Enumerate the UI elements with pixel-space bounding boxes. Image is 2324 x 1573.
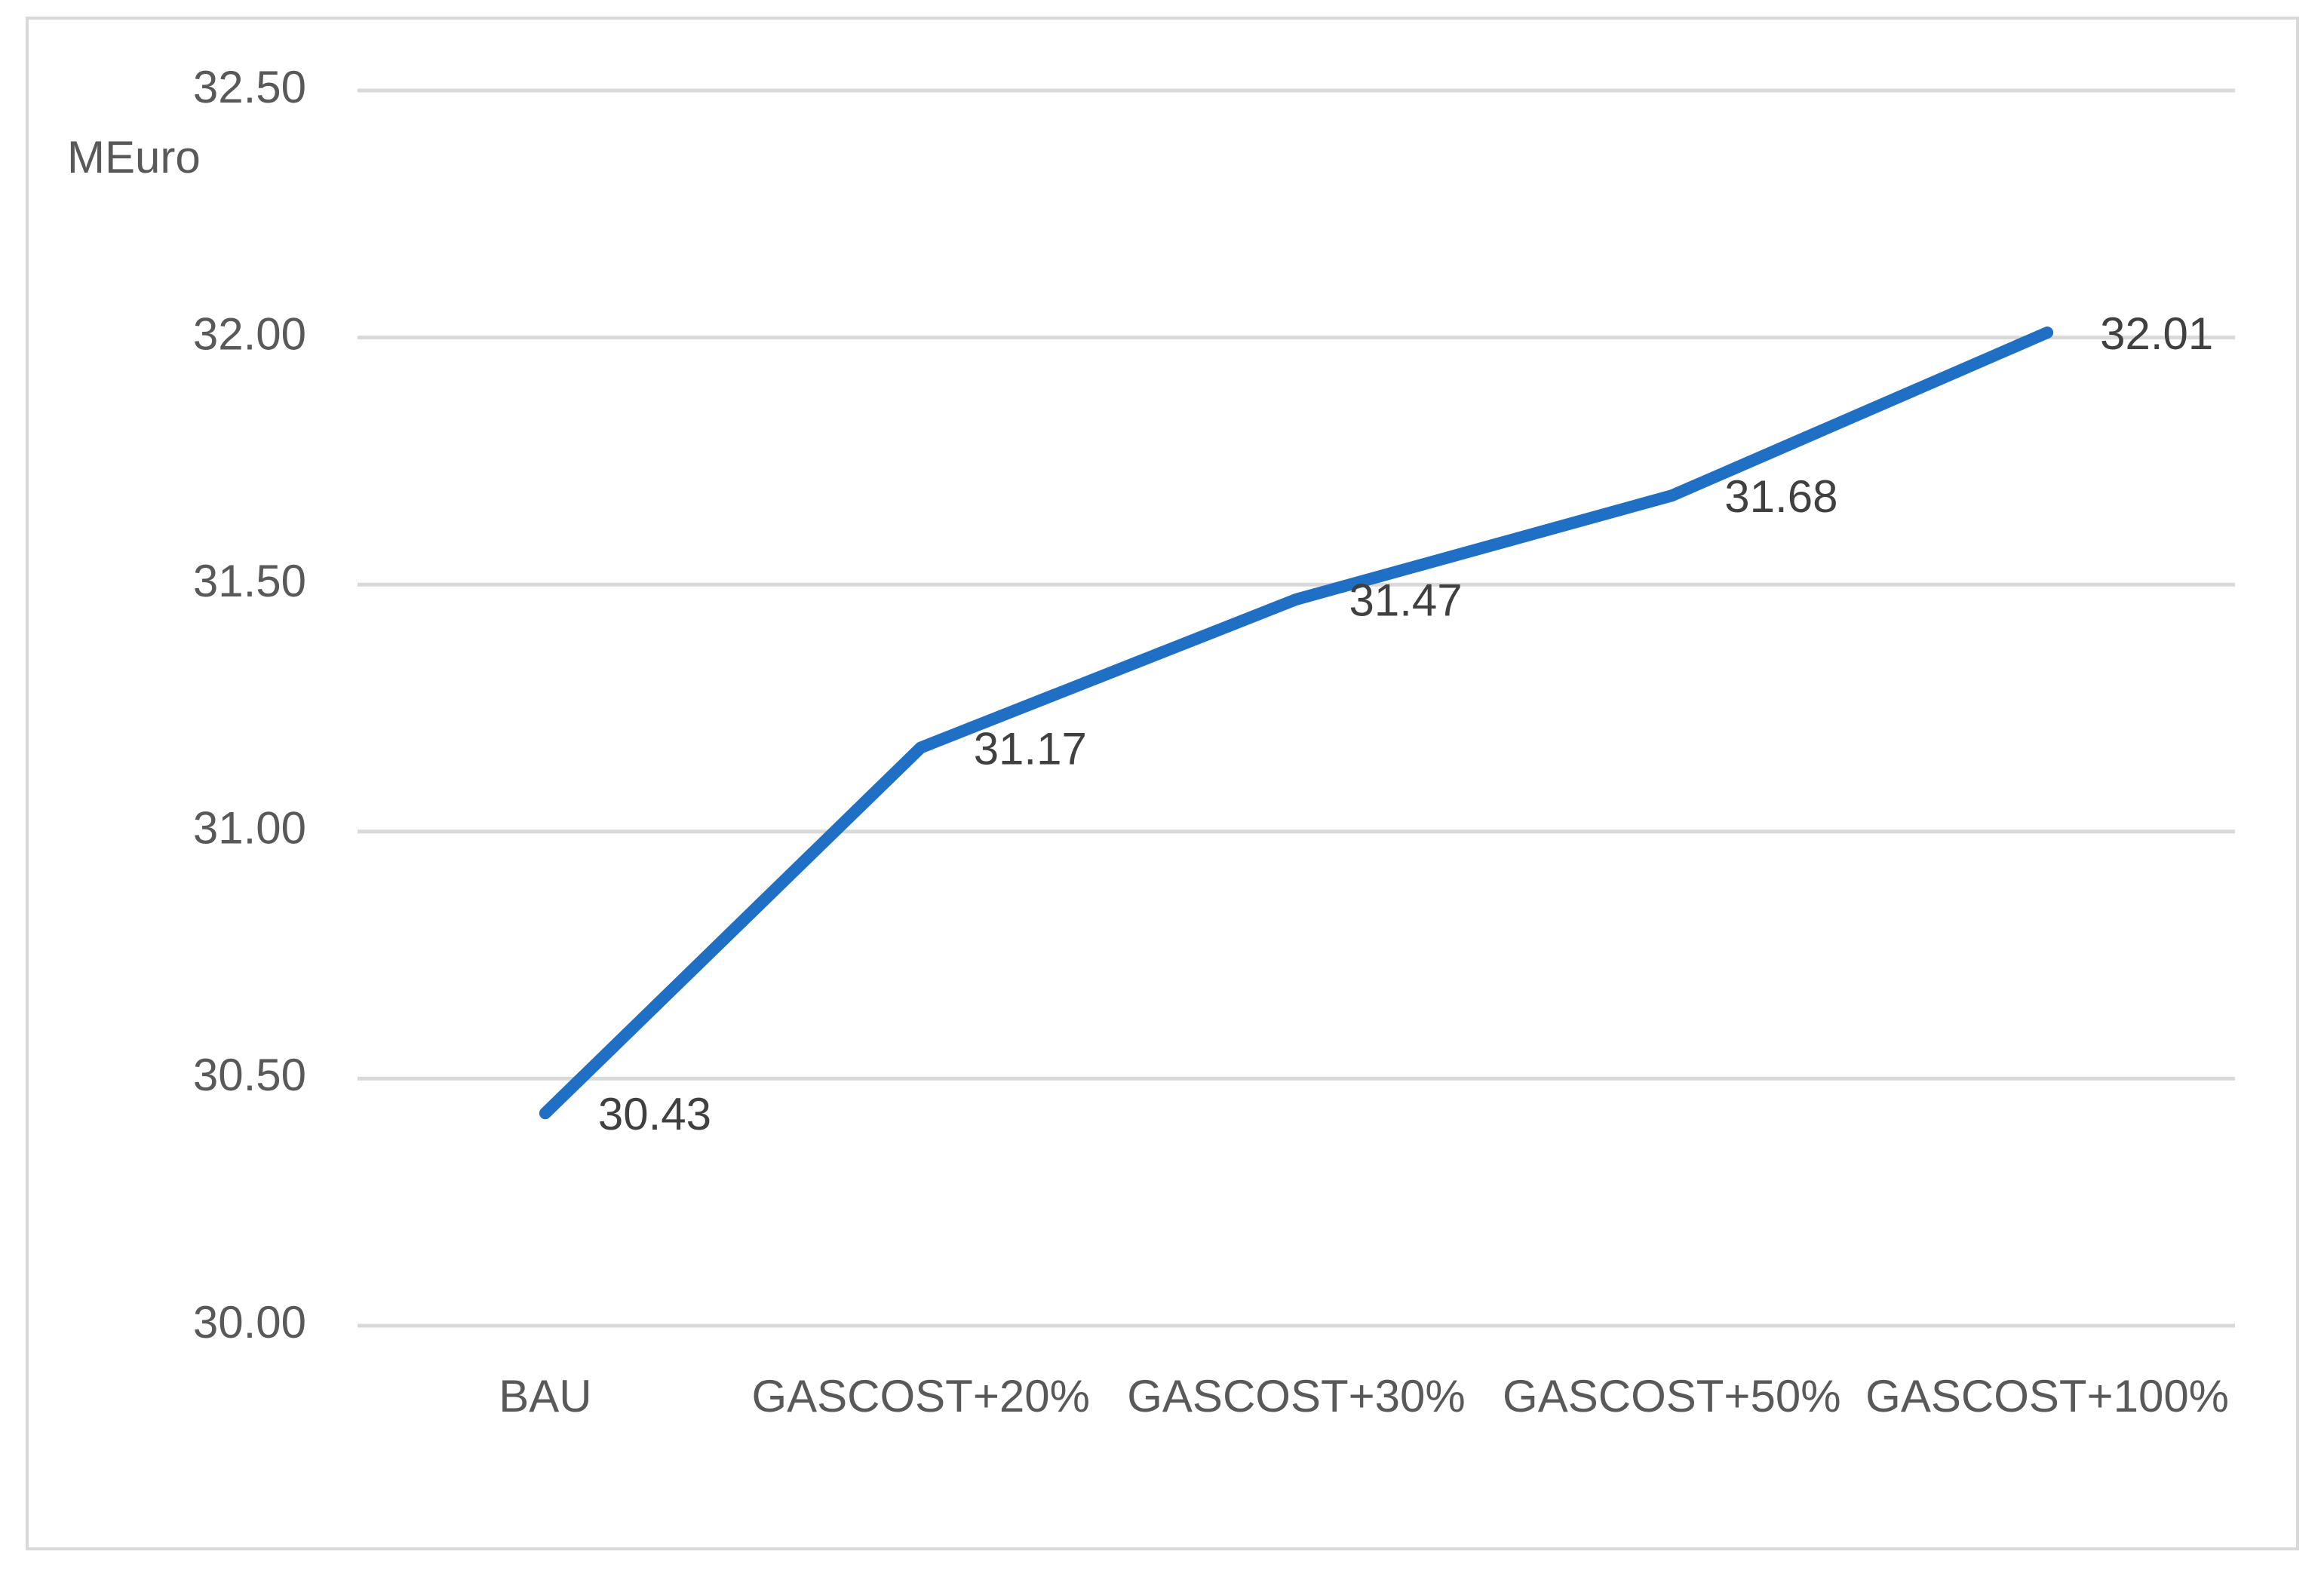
y-tick-label: 30.00 [193, 1297, 306, 1348]
y-axis-label: MEuro [67, 132, 201, 182]
data-label: 31.68 [1724, 471, 1837, 522]
chart-border [26, 17, 2299, 1550]
x-tick-label: GASCOST+50% [1503, 1371, 1841, 1421]
x-tick-label: GASCOST+30% [1127, 1371, 1466, 1421]
data-label: 32.01 [2100, 308, 2213, 359]
data-label: 30.43 [598, 1089, 711, 1139]
y-tick-label: 32.00 [193, 308, 306, 359]
x-tick-label: BAU [499, 1371, 591, 1421]
x-tick-label: GASCOST+100% [1865, 1371, 2229, 1421]
y-tick-label: 32.50 [193, 62, 306, 112]
y-tick-label: 30.50 [193, 1050, 306, 1100]
x-tick-label: GASCOST+20% [751, 1371, 1090, 1421]
data-label: 31.17 [974, 723, 1087, 774]
data-line [539, 327, 2054, 1120]
y-tick-label: 31.50 [193, 556, 306, 606]
data-label: 31.47 [1349, 575, 1463, 626]
y-tick-label: 31.00 [193, 803, 306, 854]
